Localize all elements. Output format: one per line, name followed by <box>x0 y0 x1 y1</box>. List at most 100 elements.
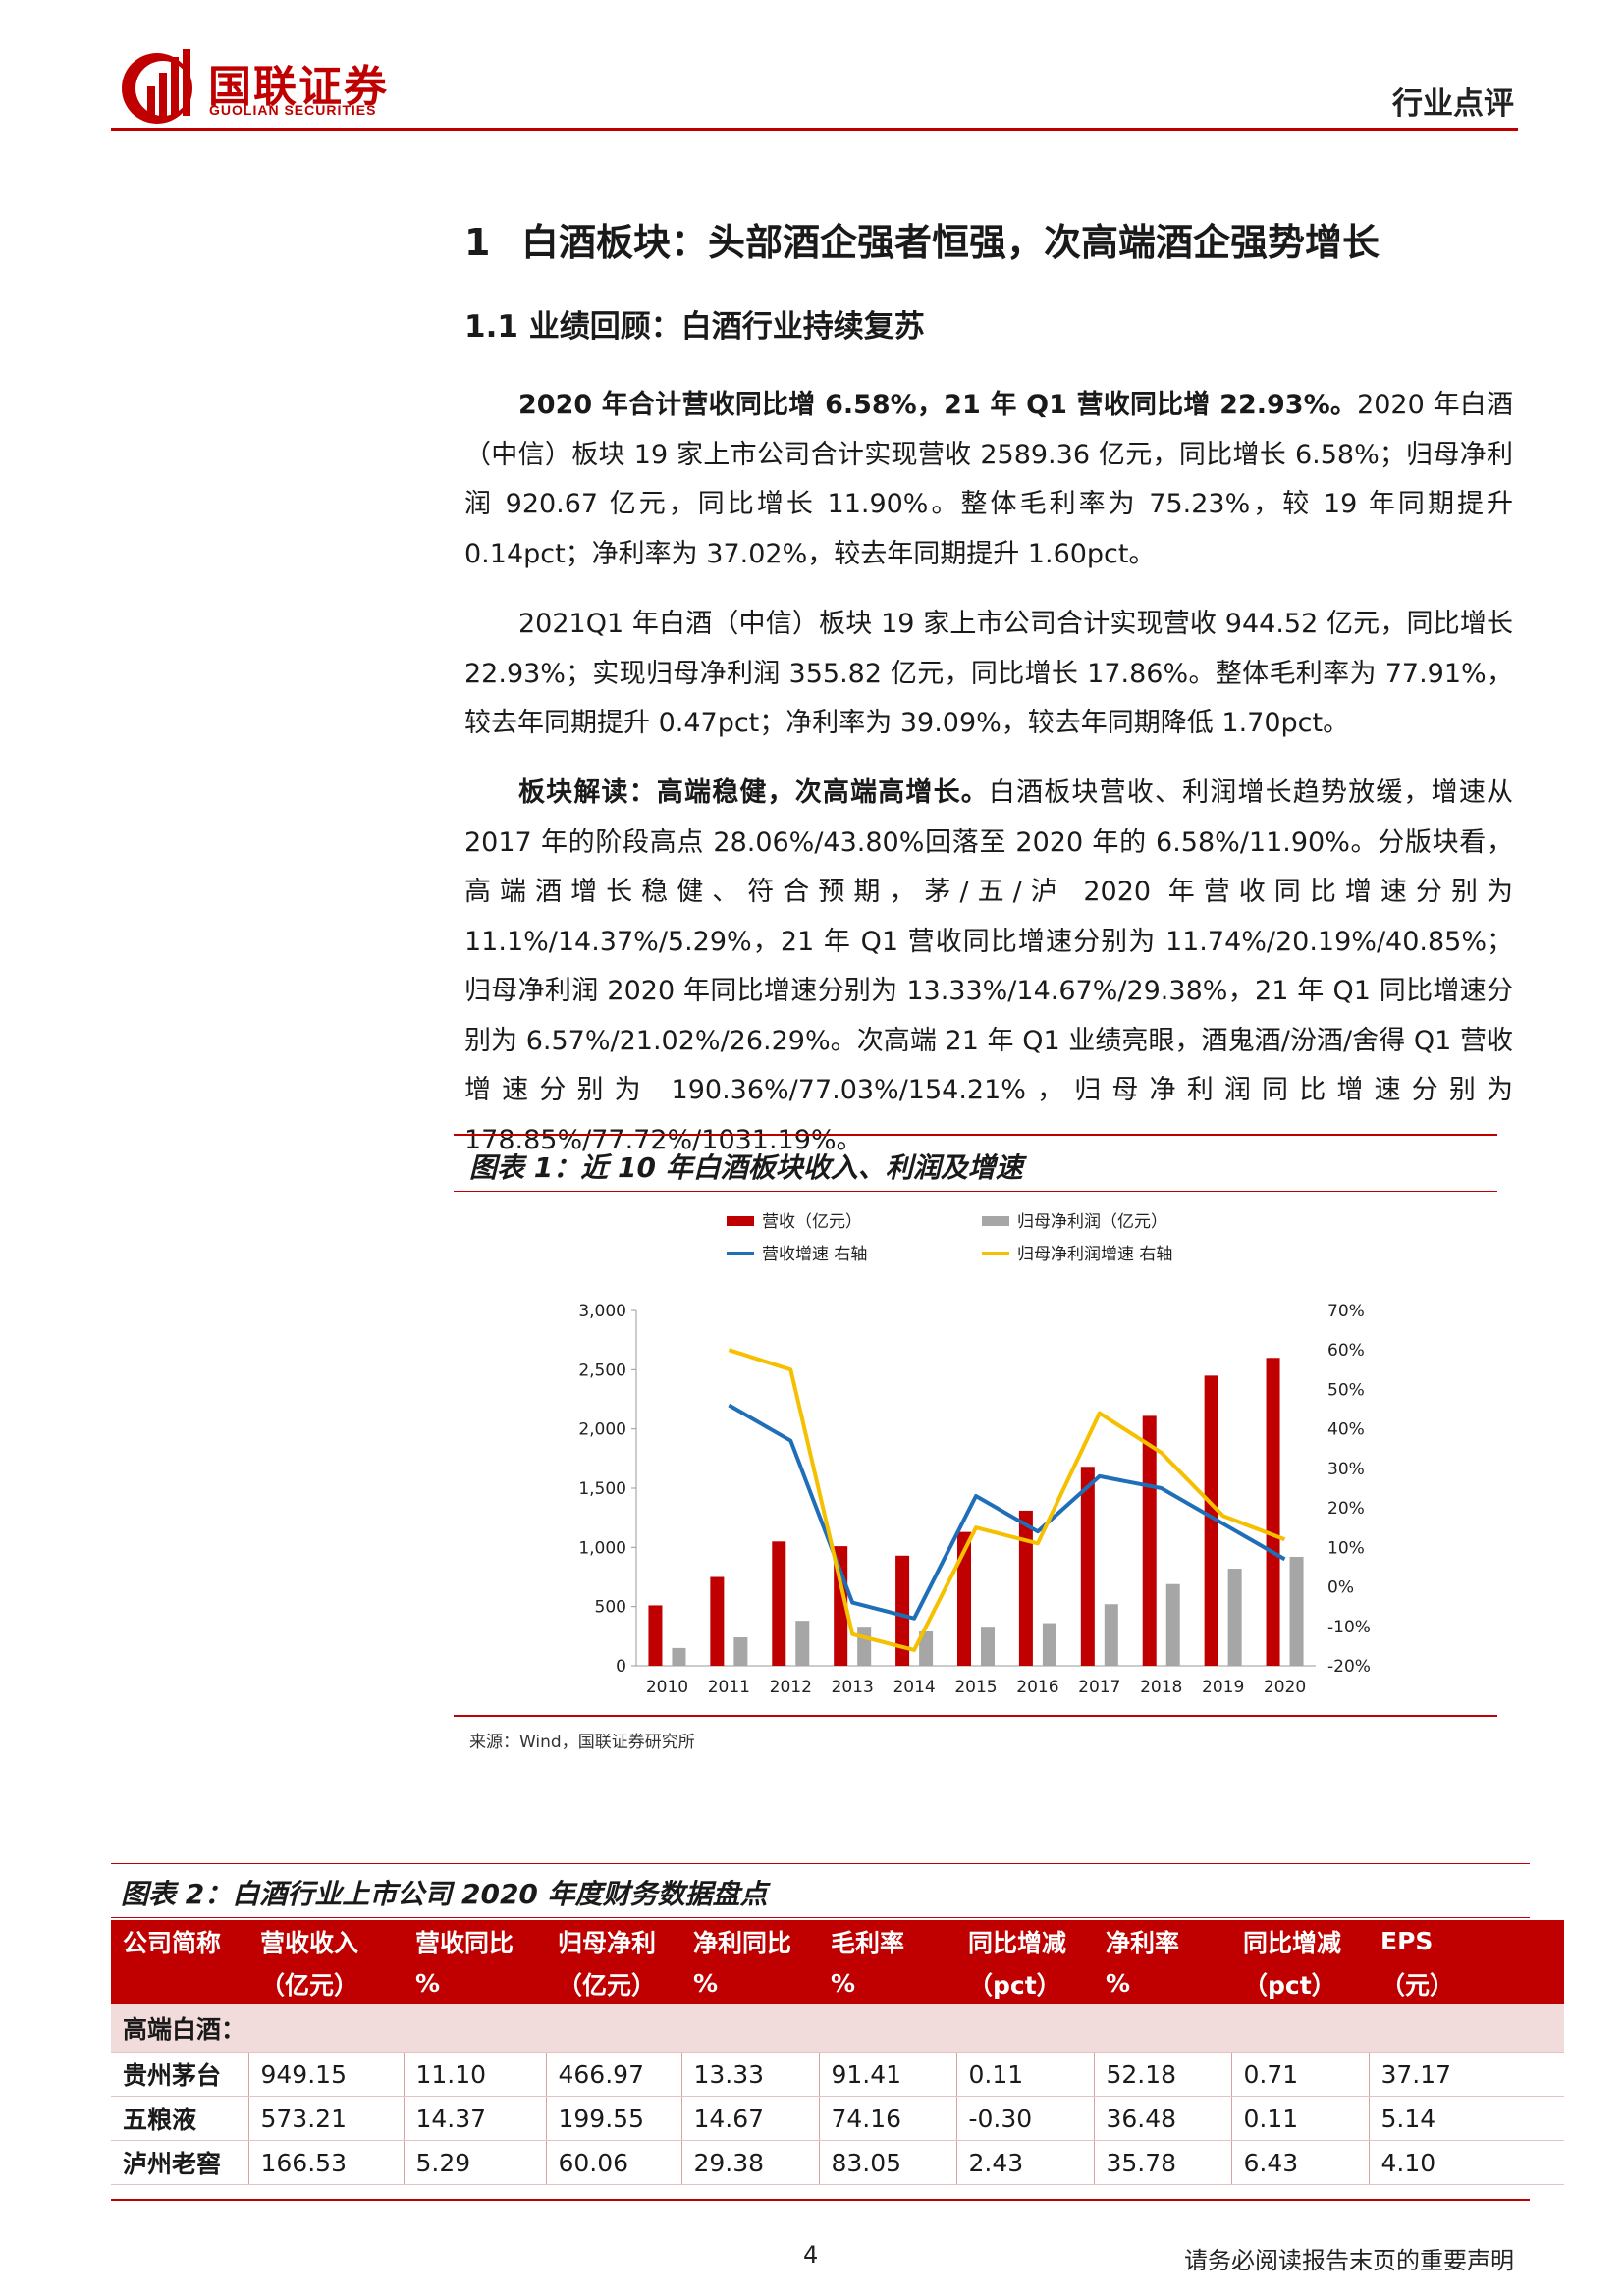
page-number: 4 <box>803 2241 819 2269</box>
x-tick-label: 2019 <box>1202 1678 1244 1697</box>
table-title-rule <box>111 1917 1530 1918</box>
paragraph-3-body: 白酒板块营收、利润增长趋势放缓，增速从 2017 年的阶段高点 28.06%/4… <box>464 777 1514 1155</box>
table-header-unit-cell: （pct） <box>1231 1962 1369 2004</box>
table-cell: 166.53 <box>247 2140 404 2185</box>
net-profit-bar <box>1165 1583 1180 1666</box>
table-header-cell: 毛利率 <box>819 1920 956 1962</box>
revenue-bar <box>1142 1415 1157 1666</box>
x-tick-label: 2012 <box>770 1678 812 1697</box>
x-tick-label: 2015 <box>954 1678 997 1697</box>
table-top-rule <box>111 1863 1530 1864</box>
revenue-bar <box>1204 1375 1218 1666</box>
y-left-tick-label: 0 <box>616 1657 626 1677</box>
x-tick-label: 2013 <box>832 1678 874 1697</box>
header-rule <box>111 128 1518 131</box>
net-profit-bar <box>672 1647 686 1666</box>
x-tick-label: 2014 <box>893 1678 935 1697</box>
y-right-tick-label: -10% <box>1327 1618 1371 1637</box>
y-left-tick-label: 1,000 <box>578 1538 626 1558</box>
table-header-unit-cell: （元） <box>1369 1962 1564 2004</box>
table-cell: 83.05 <box>818 2140 956 2185</box>
table-header-row-1: 公司简称 营收收入 营收同比 归母净利 净利同比 毛利率 同比增减 净利率 同比增减 EPS <box>111 1920 1564 1962</box>
table-header-unit-cell: （亿元） <box>248 1962 404 2004</box>
table-header-cell: 同比增减 <box>1231 1920 1369 1962</box>
table-header-cell: 公司简称 <box>111 1920 248 1962</box>
table-header-unit-cell: （亿元） <box>546 1962 681 2004</box>
table-header-cell: EPS <box>1369 1920 1564 1962</box>
table-header-unit-cell: % <box>819 1962 956 2004</box>
table-cell: 52.18 <box>1093 2052 1231 2097</box>
section-heading: 1 白酒板块：头部酒企强者恒强，次高端酒企强势增长 <box>464 212 1380 266</box>
profit-growth-line <box>728 1348 1286 1652</box>
y-right-tick-label: 40% <box>1327 1420 1365 1440</box>
table-cell: 0.11 <box>955 2052 1094 2097</box>
paragraph-2: 2021Q1 年白酒（中信）板块 19 家上市公司合计实现营收 944.52 亿… <box>464 600 1513 749</box>
table-cell: 29.38 <box>680 2140 819 2185</box>
table-cell: 0.11 <box>1230 2096 1369 2141</box>
revenue-bar <box>957 1531 971 1666</box>
figure-source: 来源：Wind，国联证券研究所 <box>469 1733 695 1752</box>
y-left-tick-label: 3,000 <box>578 1302 626 1321</box>
net-profit-bar <box>857 1627 872 1666</box>
financial-data-table: 公司简称 营收收入 营收同比 归母净利 净利同比 毛利率 同比增减 净利率 同比增减 EPS （亿… <box>111 1920 1564 2185</box>
table-cell: 14.67 <box>680 2096 819 2141</box>
logo-text-en: GUOLIAN SECURITIES <box>209 102 377 118</box>
table-header-unit-cell: % <box>681 1962 819 2004</box>
company-name-cell: 五粮液 <box>111 2096 248 2141</box>
paragraph-3-lead: 板块解读：高端稳健，次高端高增长。 <box>518 777 989 808</box>
table-cell: 37.17 <box>1368 2052 1564 2097</box>
revenue-bar <box>772 1541 786 1666</box>
table-header-cell: 营收同比 <box>404 1920 546 1962</box>
y-left-tick-label: 1,500 <box>578 1479 626 1499</box>
table-cell: 4.10 <box>1368 2140 1564 2185</box>
y-right-tick-label: -20% <box>1327 1657 1371 1677</box>
table-header-unit-cell: % <box>1094 1962 1231 2004</box>
table-row: 泸州老窖 166.53 5.29 60.06 29.38 83.05 2.43 35.78 6.… <box>111 2140 1564 2185</box>
net-profit-bar <box>733 1637 748 1666</box>
y-left-tick-label: 500 <box>595 1598 626 1618</box>
table-cell: 35.78 <box>1093 2140 1231 2185</box>
table-header-unit-cell: % <box>404 1962 546 2004</box>
x-tick-label: 2017 <box>1078 1678 1120 1697</box>
table-cell: 5.29 <box>403 2140 546 2185</box>
y-right-tick-label: 10% <box>1327 1538 1365 1558</box>
legend-label: 营收（亿元） <box>762 1212 862 1232</box>
legend-label: 归母净利润增速 右轴 <box>1017 1245 1172 1264</box>
net-profit-bar <box>981 1627 995 1666</box>
y-right-tick-label: 30% <box>1327 1460 1365 1479</box>
table-cell: -0.30 <box>955 2096 1094 2141</box>
y-right-tick-label: 60% <box>1327 1341 1365 1361</box>
paragraph-1-lead: 2020 年合计营收同比增 6.58%，21 年 Q1 营收同比增 22.93%… <box>518 390 1358 420</box>
legend-swatch <box>727 1216 754 1226</box>
table-cell: 14.37 <box>403 2096 546 2141</box>
table-section-row: 高端白酒： <box>111 2004 1564 2053</box>
table-cell: 573.21 <box>247 2096 404 2141</box>
section-number: 1 <box>464 221 491 264</box>
company-name-cell: 泸州老窖 <box>111 2140 248 2185</box>
figure-title: 图表 1：近 10 年白酒板块收入、利润及增速 <box>469 1151 1023 1184</box>
x-tick-label: 2018 <box>1140 1678 1182 1697</box>
table-header-cell: 净利率 <box>1094 1920 1231 1962</box>
table-cell: 949.15 <box>247 2052 404 2097</box>
table-cell: 2.43 <box>955 2140 1094 2185</box>
y-right-tick-label: 20% <box>1327 1499 1365 1519</box>
revenue-bar <box>895 1555 910 1666</box>
revenue-bar <box>710 1576 725 1666</box>
table-row: 五粮液 573.21 14.37 199.55 14.67 74.16 -0.30 36.48… <box>111 2096 1564 2141</box>
table-section-label: 高端白酒： <box>111 2004 1564 2053</box>
paragraph-1-body: 2020 年白酒（中信）板块 19 家上市公司合计实现营收 2589.36 亿元… <box>464 390 1514 569</box>
table-cell: 60.06 <box>545 2140 681 2185</box>
x-tick-label: 2020 <box>1264 1678 1306 1697</box>
net-profit-bar <box>919 1631 934 1666</box>
table-title: 图表 2：白酒行业上市公司 2020 年度财务数据盘点 <box>121 1878 768 1910</box>
table-header-cell: 同比增减 <box>956 1920 1094 1962</box>
y-left-tick-label: 2,500 <box>578 1361 626 1380</box>
table-cell: 91.41 <box>818 2052 956 2097</box>
net-profit-bar <box>1042 1623 1056 1666</box>
figure-bottom-rule <box>454 1715 1497 1717</box>
table-cell: 11.10 <box>403 2052 546 2097</box>
y-left-tick-label: 2,000 <box>578 1420 626 1440</box>
table-cell: 6.43 <box>1230 2140 1369 2185</box>
revenue-bar <box>1080 1467 1095 1666</box>
net-profit-bar <box>1289 1556 1304 1666</box>
